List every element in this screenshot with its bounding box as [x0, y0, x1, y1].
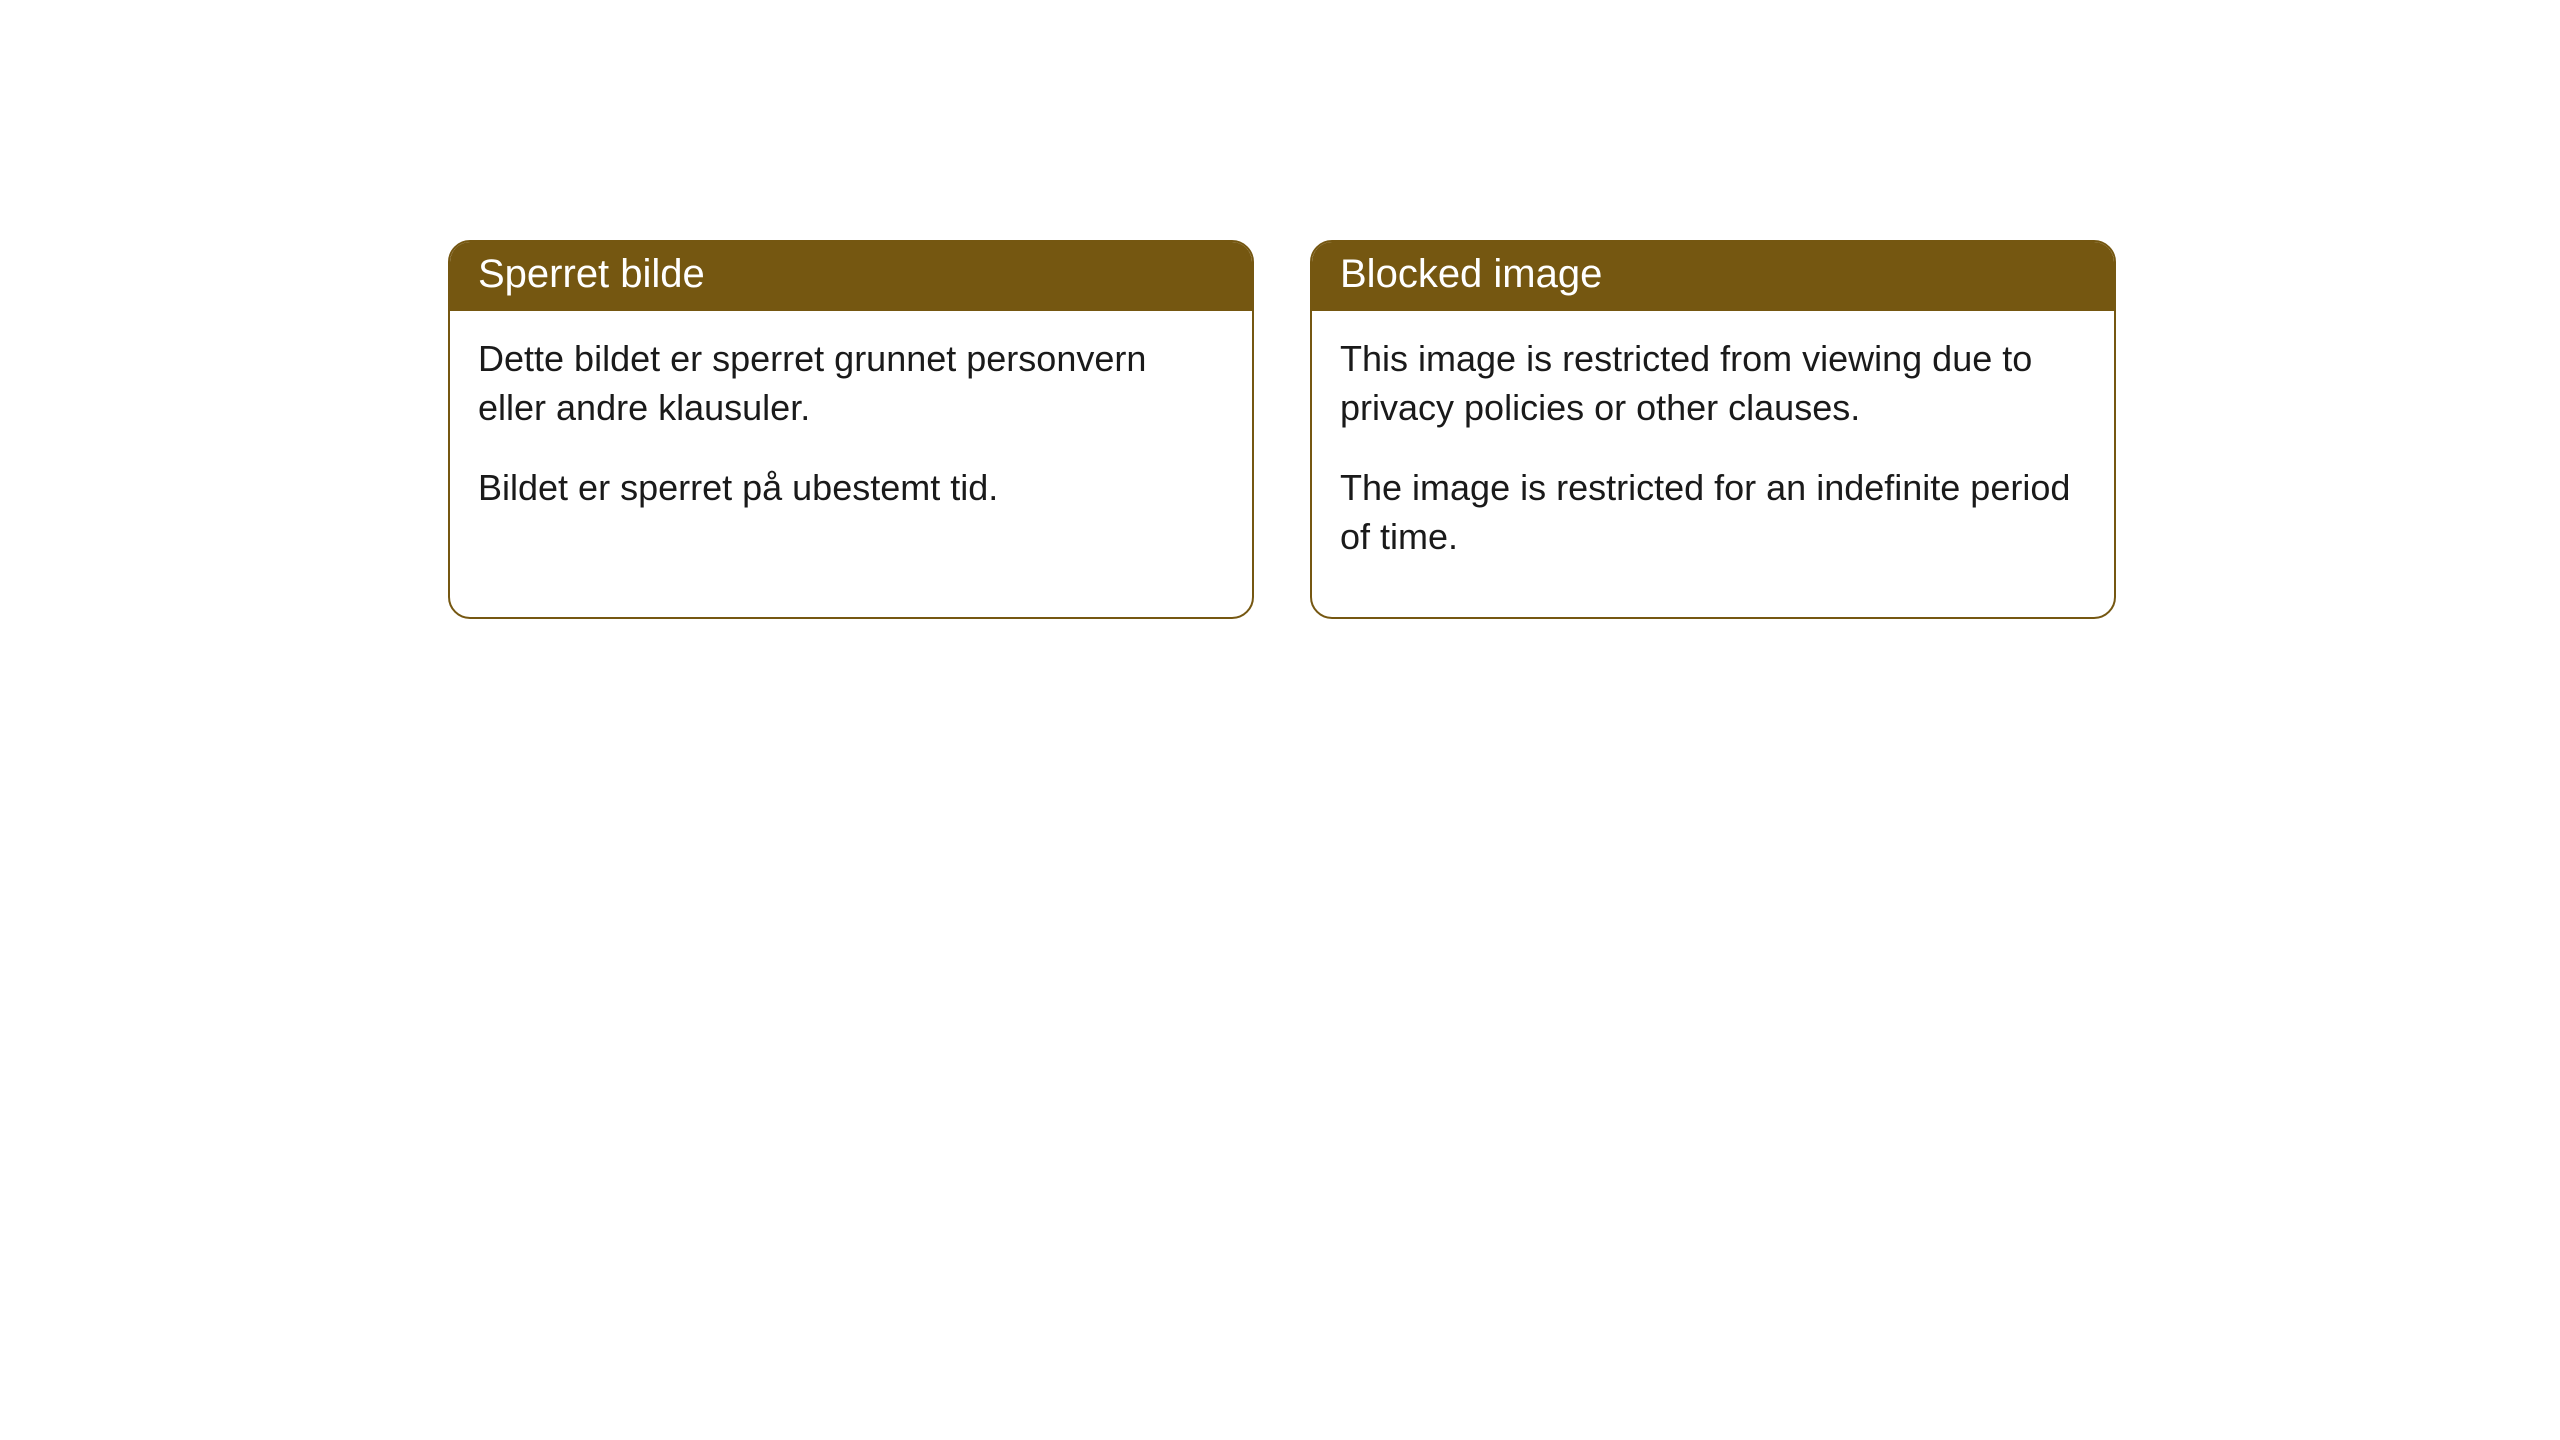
card-body: Dette bildet er sperret grunnet personve…: [450, 311, 1252, 569]
card-body: This image is restricted from viewing du…: [1312, 311, 2114, 617]
notice-cards-container: Sperret bilde Dette bildet er sperret gr…: [0, 0, 2560, 619]
card-paragraph: The image is restricted for an indefinit…: [1340, 464, 2086, 561]
card-paragraph: Dette bildet er sperret grunnet personve…: [478, 335, 1224, 432]
card-header: Blocked image: [1312, 242, 2114, 311]
card-header: Sperret bilde: [450, 242, 1252, 311]
card-paragraph: This image is restricted from viewing du…: [1340, 335, 2086, 432]
card-paragraph: Bildet er sperret på ubestemt tid.: [478, 464, 1224, 513]
blocked-image-card-no: Sperret bilde Dette bildet er sperret gr…: [448, 240, 1254, 619]
blocked-image-card-en: Blocked image This image is restricted f…: [1310, 240, 2116, 619]
